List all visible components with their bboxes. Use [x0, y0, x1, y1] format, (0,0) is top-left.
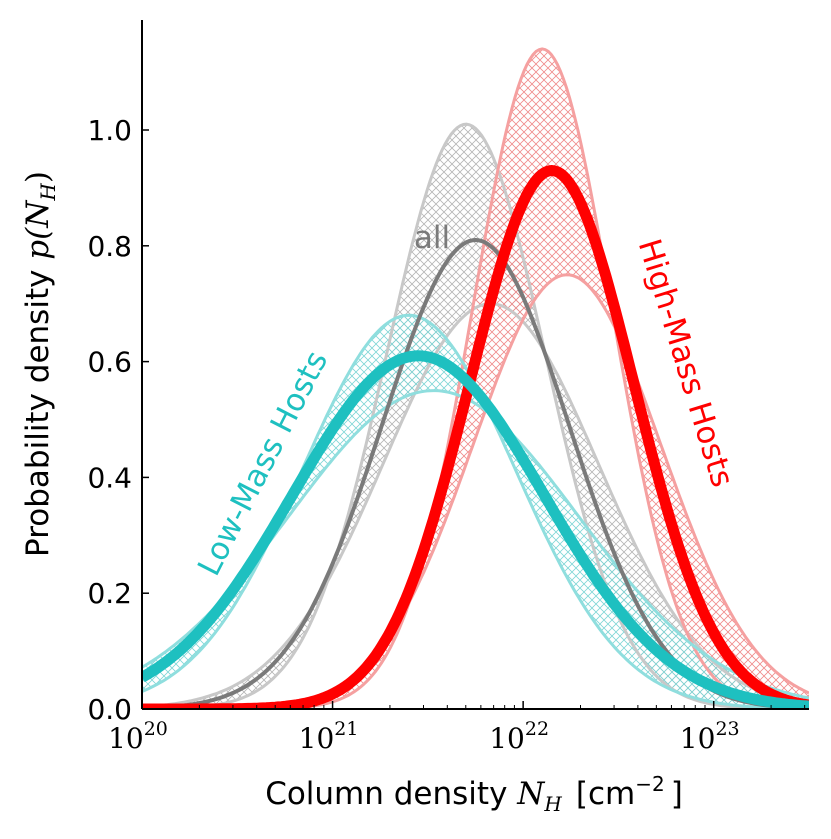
x-axis-title: Column density NH [cm−2]: [265, 772, 683, 816]
y-tick-label: 0.4: [87, 461, 132, 494]
upper-bound-all: [142, 122, 809, 709]
series-label-all: all: [414, 220, 450, 256]
x-tick-label: 1023: [680, 718, 740, 755]
lower-bound-all: [142, 302, 809, 709]
y-tick-label: 0.0: [87, 693, 132, 726]
x-ticks: 1020 1021 1022 1023: [108, 701, 806, 755]
y-tick-label: 1.0: [87, 114, 132, 147]
median-line-low-mass: [142, 350, 809, 709]
y-axis-title: Probability density p(NH): [20, 171, 60, 557]
y-tick-label: 0.6: [87, 346, 132, 379]
band-all: [142, 124, 809, 709]
y-tick-label: 0.2: [87, 577, 132, 610]
x-tick-label: 1022: [489, 718, 549, 755]
x-tick-label: 1021: [299, 718, 359, 755]
x-tick-label: 1020: [108, 718, 168, 755]
y-ticks: 0.0 0.2 0.4 0.6 0.8 1.0: [87, 114, 149, 726]
y-tick-label: 0.8: [87, 230, 132, 263]
